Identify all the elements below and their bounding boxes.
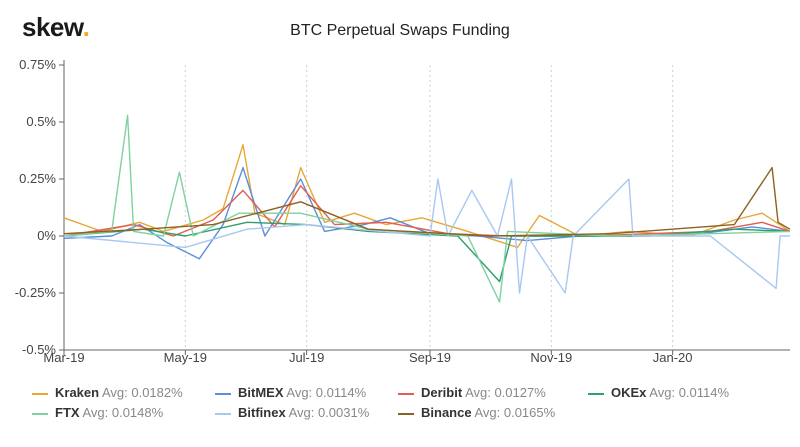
legend-series-name: Kraken: [55, 385, 100, 400]
y-tick-label: 0.75%: [19, 57, 56, 72]
legend-series-name: OKEx: [611, 385, 647, 400]
legend-series-average: Avg: 0.0182%: [99, 385, 183, 400]
y-tick-label: 0%: [37, 228, 56, 243]
legend-series-name: Deribit: [421, 385, 463, 400]
series-line-okex: [63, 221, 791, 283]
legend-series-average: Avg: 0.0127%: [462, 385, 546, 400]
legend-item-bitfinex[interactable]: Bitfinex Avg: 0.0031%: [215, 405, 369, 420]
chart-title: BTC Perpetual Swaps Funding: [290, 22, 510, 39]
legend-swatch: [32, 412, 48, 415]
legend-series-average: Avg: 0.0114%: [283, 385, 367, 400]
funding-chart: 0.75% 0.5% 0.25% 0% -0.25% -0.5%Mar-19 May-19 J…: [15, 57, 791, 365]
legend-swatch: [588, 392, 604, 395]
legend-item-binance[interactable]: Binance Avg: 0.0165%: [398, 405, 555, 420]
x-tick-label: Jul-19: [289, 350, 324, 365]
legend-series-average: Avg: 0.0114%: [646, 385, 730, 400]
legend-item-kraken[interactable]: Kraken Avg: 0.0182%: [32, 385, 183, 400]
y-tick-label: -0.5%: [22, 342, 56, 357]
series-line-bitmex: [63, 166, 791, 260]
y-tick-label: -0.25%: [15, 285, 57, 300]
series-line-binance: [63, 166, 791, 237]
x-tick-label: Mar-19: [43, 350, 84, 365]
legend-swatch: [215, 412, 231, 415]
legend-swatch: [398, 392, 414, 395]
x-tick-label: Jan-20: [653, 350, 693, 365]
skew-logo: skew.: [22, 12, 90, 42]
x-tick-label: Sep-19: [409, 350, 451, 365]
legend-swatch: [398, 412, 414, 415]
legend-item-ftx[interactable]: FTX Avg: 0.0148%: [32, 405, 163, 420]
legend-series-average: Avg: 0.0148%: [79, 405, 164, 420]
legend-series-average: Avg: 0.0031%: [285, 405, 370, 420]
x-tick-label: May-19: [164, 350, 207, 365]
legend-series-name: BitMEX: [238, 385, 284, 400]
y-tick-label: 0.5%: [26, 114, 56, 129]
legend-series-name: Binance: [421, 405, 472, 420]
legend-swatch: [215, 392, 231, 395]
legend-swatch: [32, 392, 48, 395]
legend-series-name: FTX: [55, 405, 80, 420]
series-line-deribit: [63, 185, 791, 237]
y-tick-label: 0.25%: [19, 171, 56, 186]
legend-series-name: Bitfinex: [238, 405, 286, 420]
x-tick-label: Nov-19: [530, 350, 572, 365]
legend-series-average: Avg: 0.0165%: [471, 405, 556, 420]
legend-item-deribit[interactable]: Deribit Avg: 0.0127%: [398, 385, 546, 400]
series-line-ftx: [63, 114, 791, 303]
legend-item-okex[interactable]: OKEx Avg: 0.0114%: [588, 385, 729, 400]
legend-item-bitmex[interactable]: BitMEX Avg: 0.0114%: [215, 385, 366, 400]
